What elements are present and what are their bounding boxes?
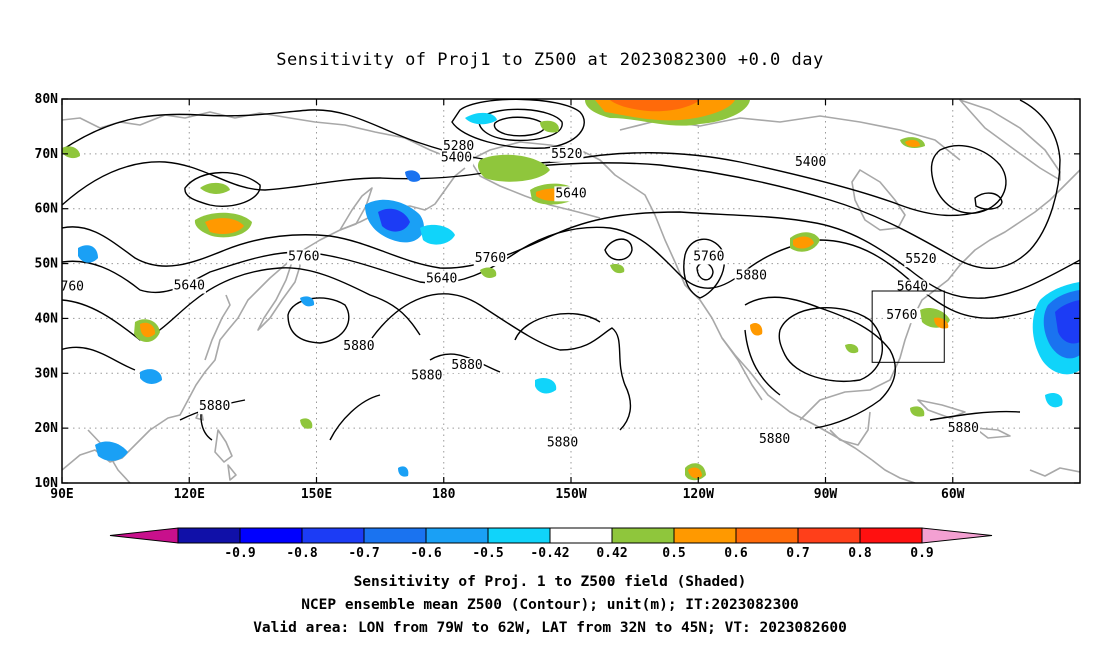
contour-label: 5880 [736, 269, 767, 284]
contour-label: 5880 [411, 368, 442, 383]
colorbar-segment [735, 527, 799, 544]
chart-title: Sensitivity of Proj1 to Z500 at 20230823… [276, 50, 824, 70]
colorbar-label: -0.7 [348, 546, 379, 561]
contour-label: 5640 [897, 280, 928, 295]
colorbar-segment [301, 527, 365, 544]
contour-label: 5760 [53, 280, 84, 295]
colorbar-segment [487, 527, 551, 544]
contour-label-bg [904, 252, 938, 268]
colorbar-segment [177, 527, 241, 544]
contour-label: 5880 [948, 421, 979, 436]
contour-label-bg [734, 268, 768, 284]
colorbar-segment [611, 527, 675, 544]
contour-label-bg [545, 435, 580, 451]
colorbar-label: -0.5 [472, 546, 503, 561]
contour-label: 5640 [555, 186, 586, 201]
contour-label-bg [885, 308, 919, 324]
lon-tick-label: 120W [683, 487, 714, 502]
lon-tick-label: 60W [941, 487, 965, 502]
colorbar-segment [239, 527, 303, 544]
footer-line-1: Sensitivity of Proj. 1 to Z500 field (Sh… [353, 574, 747, 590]
contour-label-bg [410, 368, 444, 384]
colorbar-segment [859, 527, 923, 544]
lon-tick-label: 90E [50, 487, 73, 502]
contour-label-bg [554, 186, 588, 202]
colorbar-label: 0.5 [662, 546, 685, 561]
colorbar-segment [549, 527, 613, 544]
contour-label: 5760 [288, 249, 319, 264]
lon-tick-label: 150W [555, 487, 586, 502]
contour-label: 5880 [343, 339, 374, 354]
lon-tick-label: 150E [301, 487, 332, 502]
contour-label: 5760 [475, 251, 506, 266]
contour-label-bg [946, 421, 981, 437]
lat-tick-label: 20N [35, 421, 59, 436]
colorbar-label: -0.9 [224, 546, 255, 561]
colorbar-segment [797, 527, 861, 544]
colorbar-label: -0.8 [286, 546, 317, 561]
footer-line-2: NCEP ensemble mean Z500 (Contour); unit(… [301, 597, 799, 613]
contour-label-bg [692, 249, 726, 265]
lat-tick-label: 70N [35, 147, 59, 162]
colorbar-label: 0.8 [848, 546, 872, 561]
lat-tick-label: 40N [35, 311, 59, 326]
contour-label: 5520 [551, 147, 582, 162]
contour-label: 5880 [759, 432, 790, 447]
contour-label: 5400 [795, 155, 826, 170]
contour-label: 5760 [693, 249, 724, 264]
colorbar-label: -0.6 [410, 546, 441, 561]
contour-label: 5640 [426, 271, 457, 286]
lat-tick-label: 80N [35, 92, 59, 107]
contour-label-bg [473, 251, 508, 267]
contour-label-bg [757, 432, 792, 448]
contour-label: 5880 [199, 399, 230, 414]
contour-label: 5280 [443, 139, 474, 154]
lat-tick-label: 60N [35, 202, 59, 217]
lon-tick-label: 180 [432, 487, 456, 502]
contour-label: 5520 [905, 252, 936, 267]
colorbar: -0.9 -0.8 -0.7 -0.6 -0.5 -0.42 0.42 0.5 0.6 0.7 0.… [109, 527, 993, 561]
contour-label-bg [198, 399, 232, 415]
contour-label: 5640 [174, 279, 205, 294]
contour-label-bg [441, 139, 476, 155]
footer-line-3: Valid area: LON from 79W to 62W, LAT fro… [253, 620, 847, 636]
valid-area-box [871, 290, 945, 363]
contour-label-bg [439, 150, 474, 166]
colorbar-label: 0.7 [786, 546, 809, 561]
contour-label-bg [450, 358, 484, 374]
lon-tick-label: 90W [814, 487, 838, 502]
contour-label: 5760 [886, 308, 917, 323]
contour-label: 5880 [451, 358, 482, 373]
contour-label: 5400 [441, 151, 472, 166]
sensitivity-shading [62, 100, 1080, 481]
colorbar-segment [363, 527, 427, 544]
lat-tick-label: 50N [35, 257, 59, 272]
colorbar-segment [673, 527, 737, 544]
colorbar-segment [425, 527, 489, 544]
contour-label: 5880 [547, 435, 578, 450]
colorbar-label: -0.42 [530, 546, 569, 561]
lat-tick-label: 10N [35, 476, 59, 491]
colorbar-label: 0.42 [596, 546, 627, 561]
contour-label-bg [342, 338, 376, 354]
lat-tick-label: 30N [35, 366, 59, 381]
contour-label-bg [172, 278, 206, 294]
contour-label-bg [287, 249, 321, 265]
colorbar-label: 0.6 [724, 546, 748, 561]
contour-label-bg [793, 155, 828, 171]
contour-label-bg [550, 146, 584, 162]
lon-tick-label: 120E [174, 487, 205, 502]
colorbar-high-triangle [921, 527, 993, 544]
colorbar-low-triangle [109, 527, 179, 544]
contour-label-bg [424, 271, 459, 287]
colorbar-label: 0.9 [910, 546, 933, 561]
contour-label-bg [62, 279, 86, 295]
